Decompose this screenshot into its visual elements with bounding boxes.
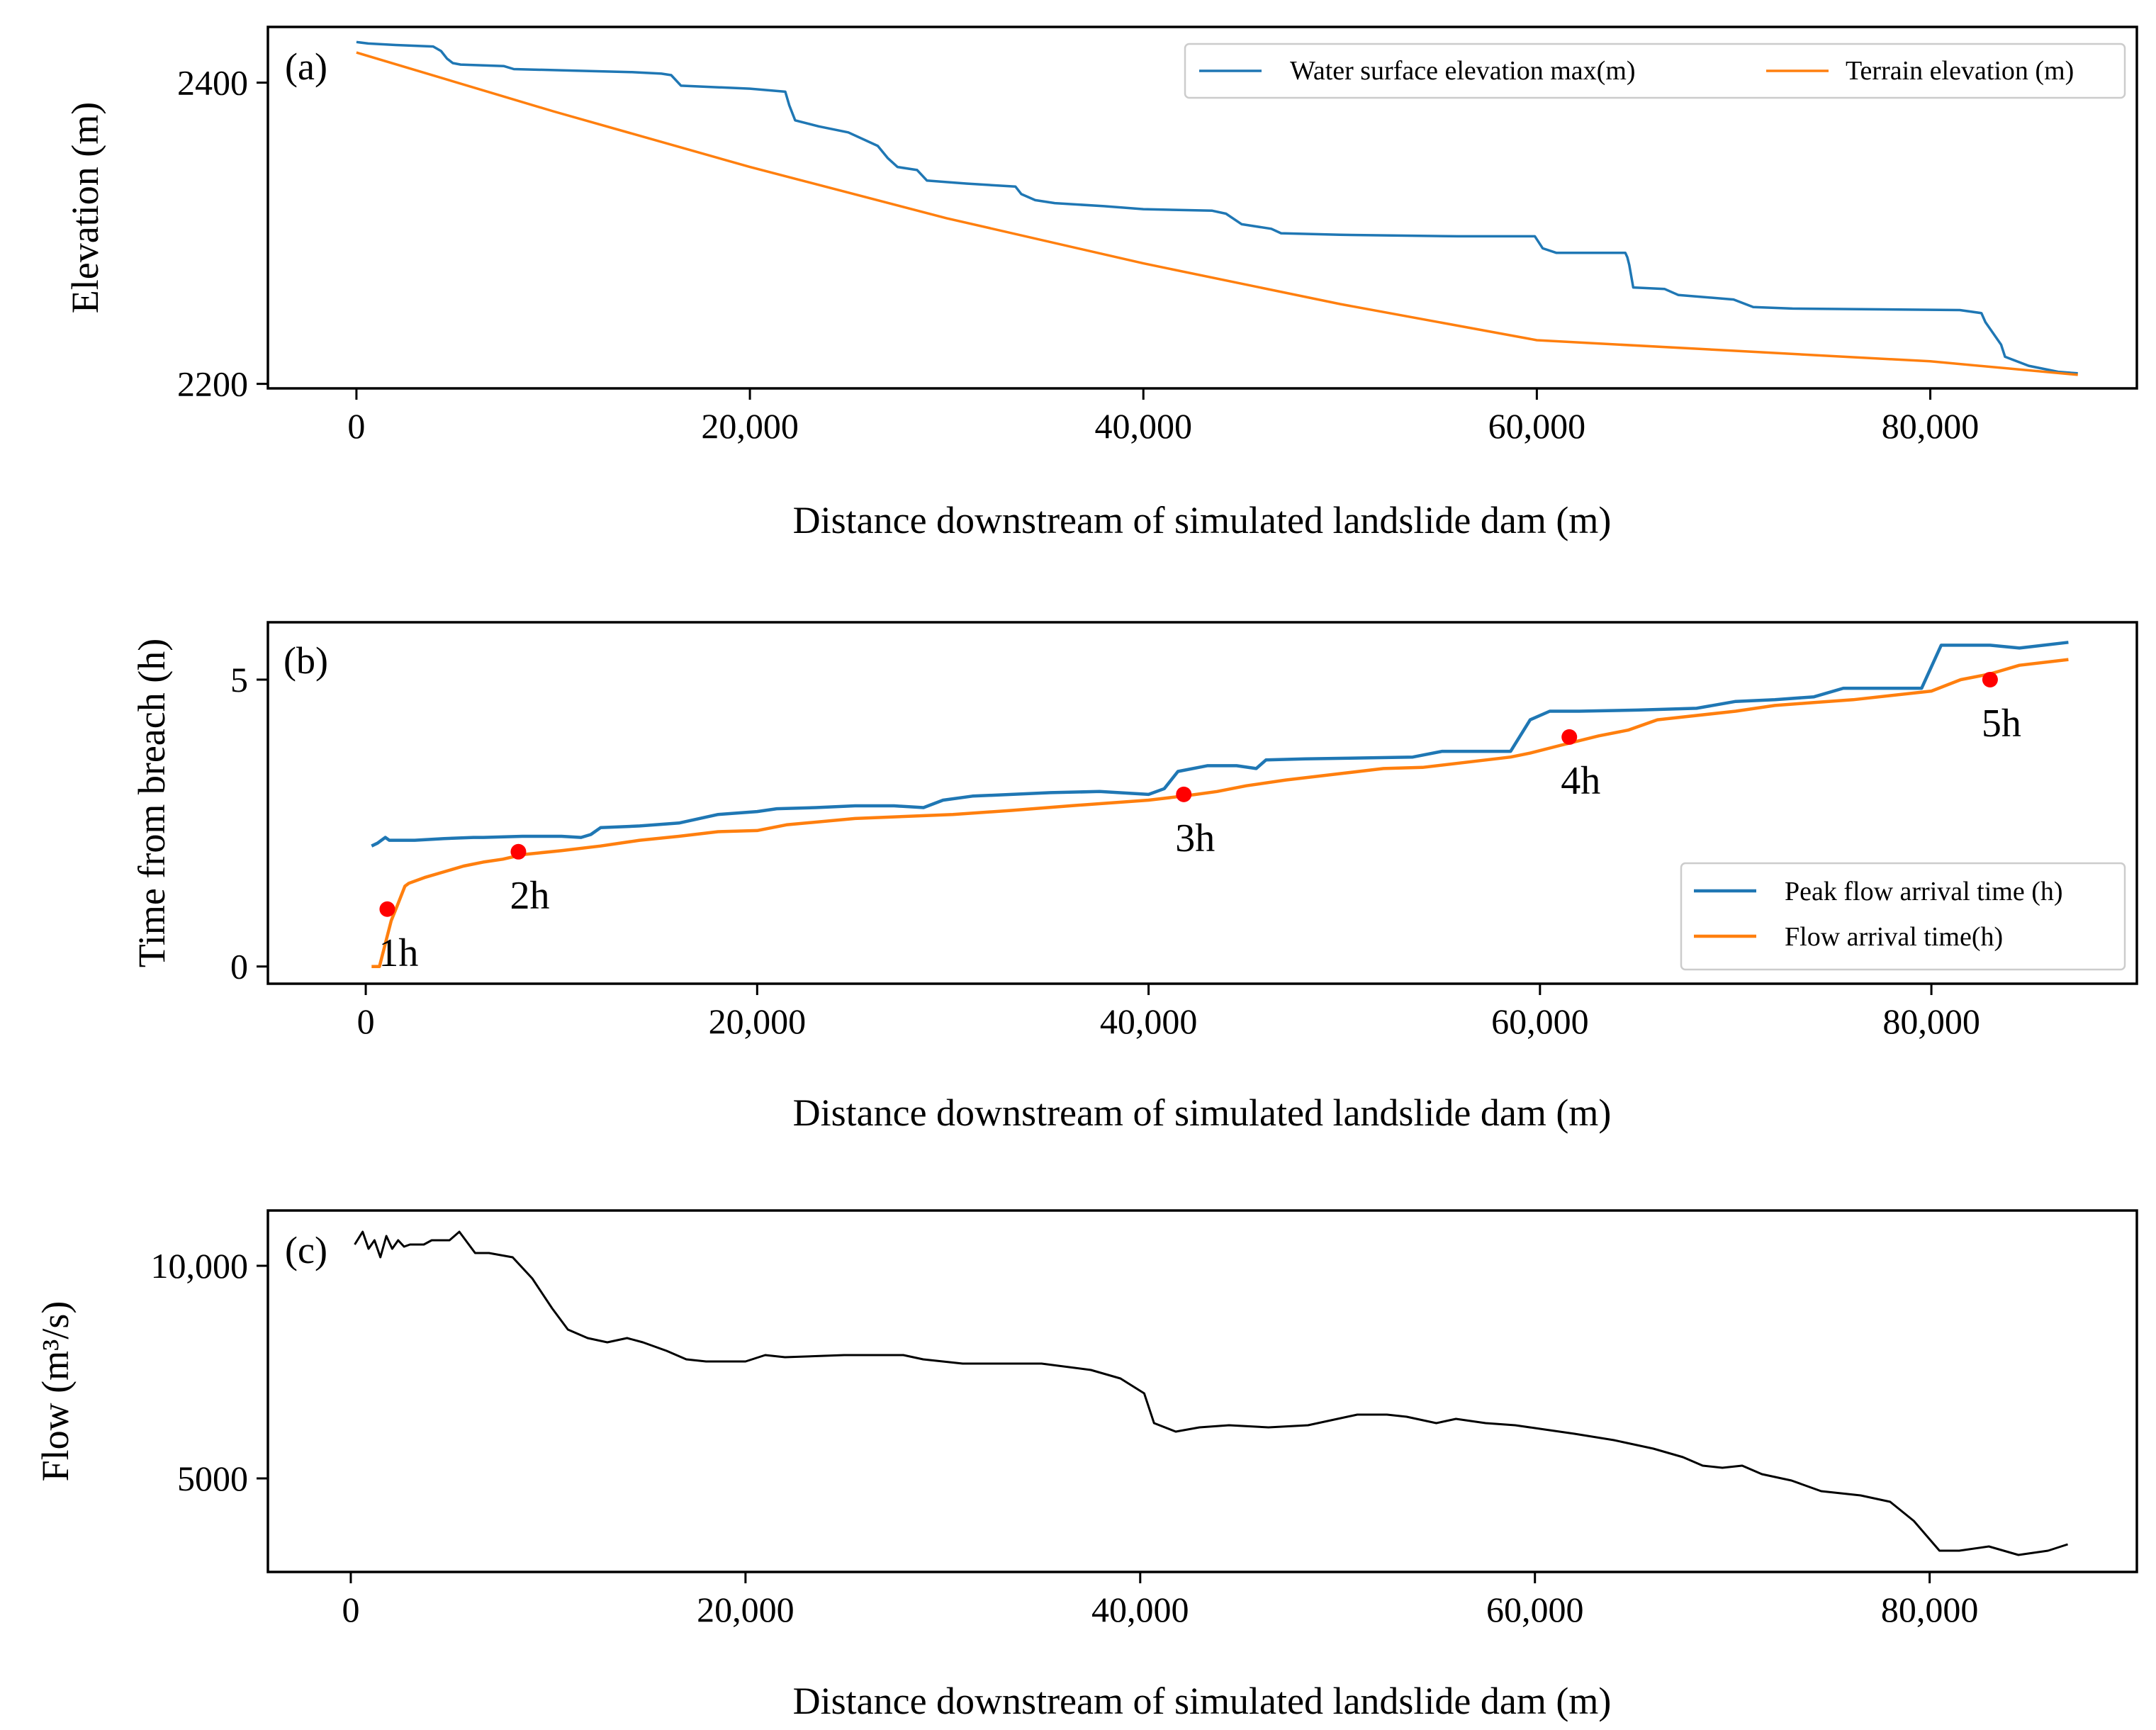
panel-c-series xyxy=(354,1230,2068,1556)
panel-a-frame xyxy=(266,26,2138,390)
x-tick-label: 0 xyxy=(347,406,365,446)
panel-b-ticks: 0 20,000 40,000 60,000 80,000 0 5 xyxy=(230,660,1980,1041)
x-tick-label: 20,000 xyxy=(709,1001,807,1041)
panel-a-letter: (a) xyxy=(285,45,327,88)
x-tick-label: 60,000 xyxy=(1488,406,1586,446)
y-tick-label: 5000 xyxy=(177,1459,248,1498)
panel-a-legend-box xyxy=(1184,43,2126,99)
panel-b-frame xyxy=(266,621,2138,985)
panel-a-legend: Water surface elevation max(m) Terrain e… xyxy=(1184,43,2126,99)
legend-arrival-label: Flow arrival time(h) xyxy=(1785,922,2003,952)
x-tick-label: 40,000 xyxy=(1094,406,1192,446)
panel-b-letter: (b) xyxy=(283,639,328,682)
x-tick-label: 80,000 xyxy=(1881,1590,1979,1629)
panel-b-ylabel: Time from breach (h) xyxy=(130,639,173,967)
panel-a-series xyxy=(356,40,2078,376)
series-line-1-1 xyxy=(371,658,2069,968)
panel-a-xlabel: Distance downstream of simulated landsli… xyxy=(793,499,1612,541)
x-tick-label: 80,000 xyxy=(1882,1001,1980,1041)
legend-water-label: Water surface elevation max(m) xyxy=(1290,56,1636,86)
panel-c-letter: (c) xyxy=(285,1229,327,1271)
legend-terrain-label: Terrain elevation (m) xyxy=(1846,56,2074,86)
hour-marker xyxy=(1176,786,1192,802)
x-tick-label: 40,000 xyxy=(1100,1001,1198,1041)
series-line-2-0 xyxy=(354,1230,2068,1556)
hour-label: 3h xyxy=(1175,816,1215,860)
y-tick-label: 0 xyxy=(230,947,248,987)
hour-label: 5h xyxy=(1982,702,2021,746)
panel-a: 0 20,000 40,000 60,000 80,000 2200 2400 (a) Di… xyxy=(64,26,2138,541)
x-tick-label: 40,000 xyxy=(1091,1590,1189,1629)
x-tick-label: 0 xyxy=(357,1001,375,1041)
x-tick-label: 20,000 xyxy=(701,406,799,446)
series-line-1-0 xyxy=(371,641,2069,848)
y-tick-label: 2200 xyxy=(177,364,248,404)
hour-label: 4h xyxy=(1561,759,1600,803)
series-line-0-0 xyxy=(356,40,2078,375)
panel-b-series xyxy=(371,641,2069,968)
hour-marker xyxy=(1982,671,1998,687)
y-tick-label: 5 xyxy=(230,660,248,700)
y-tick-label: 10,000 xyxy=(151,1246,249,1286)
hour-label: 1h xyxy=(378,931,418,975)
panel-b-xlabel: Distance downstream of simulated landsli… xyxy=(793,1091,1612,1134)
panel-a-ticks: 0 20,000 40,000 60,000 80,000 2200 2400 xyxy=(177,63,1979,446)
panel-b-legend: Peak flow arrival time (h) Flow arrival … xyxy=(1680,862,2126,971)
legend-peak-label: Peak flow arrival time (h) xyxy=(1785,877,2063,906)
hour-label: 2h xyxy=(510,874,549,918)
x-tick-label: 60,000 xyxy=(1491,1001,1589,1041)
panel-b: 0 20,000 40,000 60,000 80,000 0 5 1h 2h 3h 4h 5h (… xyxy=(130,621,2138,1134)
hour-marker xyxy=(1561,729,1578,745)
x-tick-label: 60,000 xyxy=(1486,1590,1584,1629)
hour-marker xyxy=(510,843,527,860)
x-tick-label: 20,000 xyxy=(697,1590,795,1629)
panel-a-ylabel: Elevation (m) xyxy=(64,102,106,313)
x-tick-label: 0 xyxy=(342,1590,359,1629)
panel-b-annotations: 1h 2h 3h 4h 5h xyxy=(378,671,2021,975)
hour-marker xyxy=(379,901,395,917)
x-tick-label: 80,000 xyxy=(1882,406,1980,446)
panel-c-ticks: 0 20,000 40,000 60,000 80,000 5000 10,000 xyxy=(151,1246,1979,1629)
panel-b-legend-box xyxy=(1680,862,2126,971)
panel-c-frame xyxy=(266,1209,2138,1573)
panel-c-ylabel: Flow (m³/s) xyxy=(34,1301,77,1482)
panel-c-xlabel: Distance downstream of simulated landsli… xyxy=(793,1680,1612,1722)
series-line-0-1 xyxy=(356,51,2078,376)
y-tick-label: 2400 xyxy=(177,63,248,103)
